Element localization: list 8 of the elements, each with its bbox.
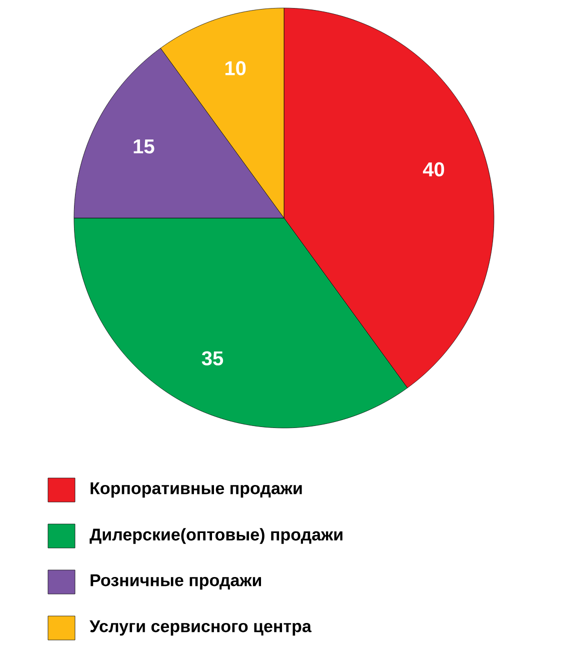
- data-label: 15: [134, 140, 154, 154]
- legend-label: Услуги сервисного центра: [90, 620, 312, 636]
- data-label: 40: [422, 162, 444, 176]
- legend-label: Розничные продажи: [90, 574, 262, 590]
- legend-label: Дилерские(оптовые) продажи: [90, 528, 342, 544]
- data-label: 10: [225, 61, 246, 76]
- data-label: 35: [202, 351, 224, 366]
- legend-label: Корпоративные продажи: [90, 482, 302, 498]
